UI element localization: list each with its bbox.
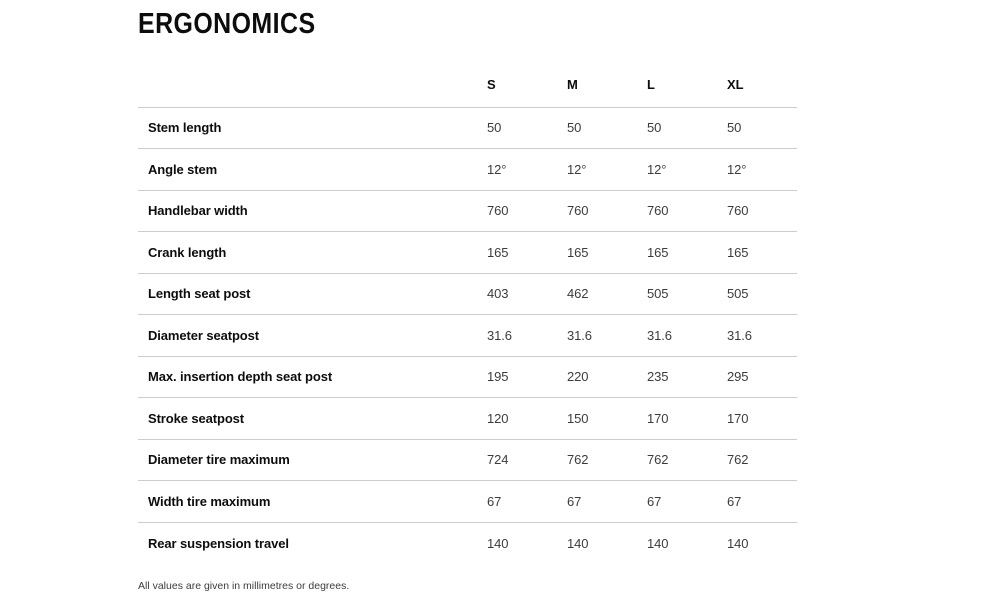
cell-value: 67 [727, 480, 797, 522]
cell-value: 12° [567, 148, 647, 190]
cell-value: 50 [567, 120, 582, 136]
row-label: Width tire maximum [138, 480, 487, 522]
table-row: Crank length 165 165 165 165 [138, 231, 797, 273]
cell-value: 31.6 [647, 314, 727, 356]
cell-value: 140 [727, 521, 797, 564]
cell-value: 760 [567, 189, 647, 232]
row-label: Handlebar width [138, 189, 487, 232]
cell-value: 12° [647, 148, 727, 190]
cell-value: 140 [487, 521, 567, 564]
cell-value: 462 [567, 272, 647, 315]
cell-value: 31.6 [727, 314, 797, 356]
cell-value: 50 [487, 120, 502, 136]
column-header-m: M [567, 62, 647, 108]
cell-value: 220 [567, 355, 647, 398]
cell-value: 50 [647, 120, 662, 136]
ergonomics-table: S M L XL Stem length 50 50 50 50 Angle s… [138, 62, 797, 564]
row-label: Diameter seatpost [138, 314, 487, 356]
table-row: Length seat post 403 462 505 505 [138, 272, 797, 315]
cell-value: 235 [647, 355, 727, 398]
cell-value: 760 [487, 189, 567, 232]
cell-value: 760 [647, 189, 727, 232]
cell-value: 67 [487, 480, 567, 522]
row-label: Stroke seatpost [138, 397, 487, 439]
cell-value: 67 [647, 480, 727, 522]
row-label: Length seat post [138, 272, 487, 315]
cell-value: 505 [647, 272, 727, 315]
table-row: Width tire maximum 67 67 67 67 [138, 480, 797, 522]
cell-value: 120 [487, 397, 567, 439]
ergonomics-section: ERGONOMICS S M L XL Stem length 50 50 50… [138, 10, 797, 592]
row-label: Rear suspension travel [138, 521, 487, 564]
cell-value: 12° [727, 148, 797, 190]
table-row: Rear suspension travel 140 140 140 140 [138, 521, 797, 564]
cell-value: 31.6 [487, 314, 567, 356]
cell-value: 760 [727, 189, 797, 232]
row-label: Diameter tire maximum [138, 438, 487, 481]
table-row: Max. insertion depth seat post 195 220 2… [138, 355, 797, 398]
cell-value: 195 [487, 355, 567, 398]
cell-value: 170 [647, 397, 727, 439]
cell-value: 505 [727, 272, 797, 315]
cell-value: 762 [647, 438, 727, 481]
cell-value: 724 [487, 438, 567, 481]
table-row: Handlebar width 760 760 760 760 [138, 189, 797, 232]
table-row: Diameter tire maximum 724 762 762 762 [138, 438, 797, 481]
table-row: Stroke seatpost 120 150 170 170 [138, 397, 797, 439]
cell-value: 12° [487, 148, 567, 190]
column-header-s: S [487, 62, 567, 108]
column-header-xl: XL [727, 62, 797, 108]
table-row: Stem length 50 50 50 50 [138, 107, 797, 149]
cell-value: 31.6 [567, 314, 647, 356]
cell-value: 295 [727, 355, 797, 398]
cell-value: 165 [647, 231, 727, 273]
column-header-spacer [138, 62, 487, 108]
cell-value: 165 [727, 231, 797, 273]
cell-value: 165 [487, 231, 567, 273]
column-header-l: L [647, 62, 727, 108]
row-label: Max. insertion depth seat post [138, 355, 487, 398]
cell-value: 50 [727, 120, 742, 136]
cell-value: 140 [647, 521, 727, 564]
cell-value: 170 [727, 397, 797, 439]
table-row: Diameter seatpost 31.6 31.6 31.6 31.6 [138, 314, 797, 356]
cell-value: 67 [567, 480, 647, 522]
cell-value: 140 [567, 521, 647, 564]
cell-value: 150 [567, 397, 647, 439]
row-label: Stem length [148, 120, 222, 136]
footnote: All values are given in millimetres or d… [138, 579, 350, 592]
cell-value: 762 [727, 438, 797, 481]
row-label: Crank length [138, 231, 487, 273]
row-label: Angle stem [138, 148, 487, 190]
cell-value: 762 [567, 438, 647, 481]
cell-value: 165 [567, 231, 647, 273]
table-row: Angle stem 12° 12° 12° 12° [138, 148, 797, 190]
table-header-row: S M L XL [138, 62, 797, 108]
page-title: ERGONOMICS [138, 8, 316, 40]
cell-value: 403 [487, 272, 567, 315]
